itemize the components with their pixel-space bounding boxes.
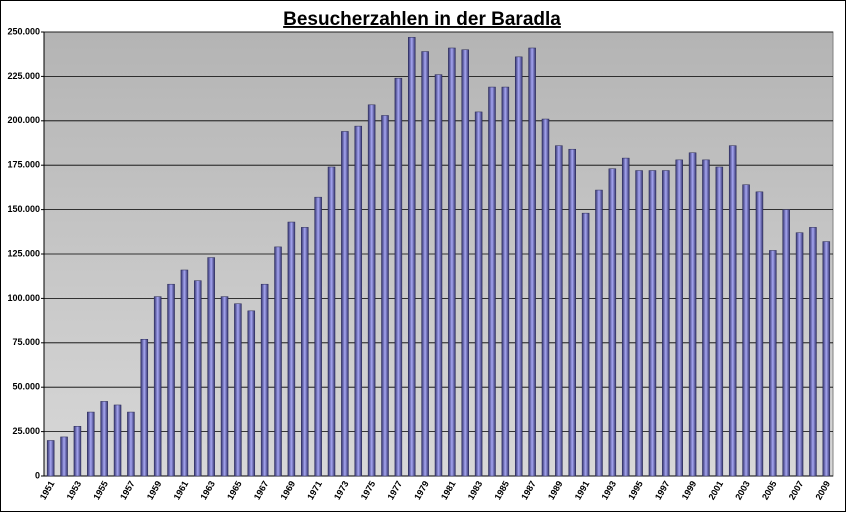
bar (100, 401, 108, 477)
bar (153, 296, 162, 477)
bar (394, 77, 403, 477)
bar (715, 166, 724, 477)
bar (421, 51, 429, 477)
y-tick-label: 125.000 (7, 248, 40, 258)
bar (782, 209, 790, 477)
bar (742, 184, 750, 477)
chart-title: Besucherzahlen in der Baradla (283, 9, 561, 30)
bar (127, 411, 135, 477)
bar (528, 47, 536, 477)
y-tick-label: 225.000 (7, 71, 40, 81)
bar (301, 227, 309, 477)
bar (367, 104, 376, 477)
bar (354, 125, 363, 477)
bar (113, 404, 122, 477)
y-tick-label: 50.000 (12, 382, 40, 392)
y-tick-label: 200.000 (7, 115, 40, 125)
bar (702, 159, 710, 477)
y-tick-label: 175.000 (7, 160, 40, 170)
bar (769, 250, 777, 477)
bar (648, 170, 657, 477)
bar (822, 241, 831, 477)
y-tick-label: 250.000 (7, 26, 40, 36)
bar (541, 118, 550, 477)
bar (581, 212, 590, 477)
bar (381, 115, 389, 477)
bar (488, 86, 496, 477)
y-tick-label: 25.000 (12, 426, 40, 436)
bar (167, 283, 175, 477)
bar (194, 280, 202, 477)
bar (501, 86, 510, 477)
bar (662, 170, 670, 477)
y-tick-label: 0 (35, 470, 40, 480)
bar (675, 159, 683, 477)
bar (809, 227, 817, 477)
bar (260, 283, 269, 477)
bar (73, 426, 82, 477)
bar (247, 310, 256, 477)
y-tick-label: 75.000 (12, 337, 40, 347)
y-tick-label: 100.000 (7, 293, 40, 303)
bar (234, 303, 242, 477)
bar (635, 170, 643, 477)
bar (461, 49, 469, 477)
bar (795, 232, 804, 477)
bar (314, 196, 322, 477)
bar (408, 37, 416, 477)
bar (595, 189, 603, 477)
bar (568, 148, 576, 477)
bar (728, 145, 737, 477)
bar (555, 145, 563, 477)
bar (274, 246, 282, 477)
bar (87, 411, 95, 477)
bar (621, 157, 630, 477)
bar (180, 269, 189, 477)
bar (140, 338, 149, 477)
bar (448, 47, 456, 477)
bar (474, 111, 483, 477)
bar (207, 257, 215, 477)
bar (755, 191, 764, 477)
bar (434, 74, 443, 477)
bar (608, 168, 617, 477)
bar (46, 440, 55, 477)
bar (60, 436, 68, 477)
bar (327, 166, 336, 477)
bar (220, 296, 229, 477)
bar (287, 221, 296, 477)
bar (341, 131, 349, 477)
y-tick-label: 150.000 (7, 204, 40, 214)
bar (514, 56, 523, 477)
bar (688, 152, 697, 477)
